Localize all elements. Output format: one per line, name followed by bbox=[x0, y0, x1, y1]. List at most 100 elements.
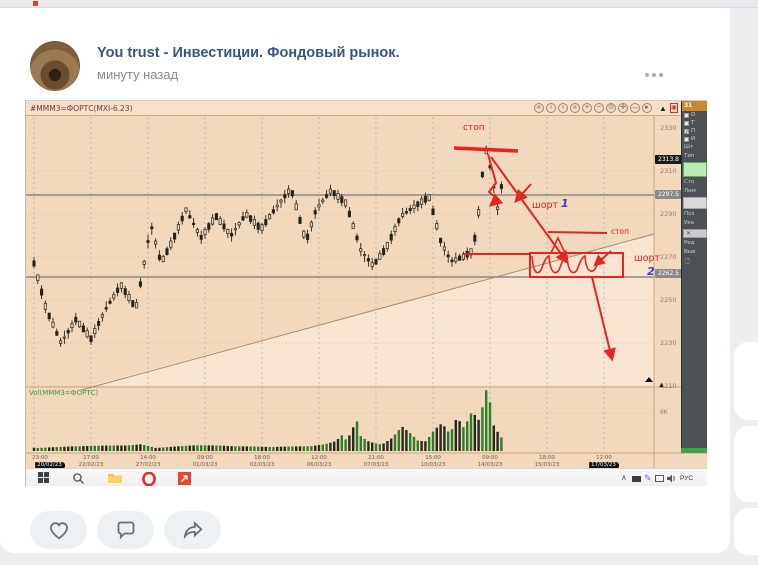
post-image[interactable]: #МММ3=ФОРТС(MXI-6.23) « ‹ › » + − ⊙ ✛ ↔ … bbox=[25, 100, 707, 486]
panel-row-label: И bbox=[691, 136, 696, 142]
panel-label: Поз bbox=[684, 211, 695, 217]
time-tick: 09:00 bbox=[482, 455, 498, 461]
panel-label: Тип bbox=[684, 153, 695, 159]
annotation-number-2: 2 bbox=[647, 265, 655, 278]
quik-icon bbox=[178, 472, 191, 485]
last-price-badge: 2313.8 bbox=[655, 155, 682, 164]
horizontal-gridlines bbox=[26, 127, 654, 414]
time-tick: 12:00 bbox=[596, 455, 612, 461]
level-price-badge: 2297.5 bbox=[655, 190, 682, 199]
axis-arrow-icon: ▲ bbox=[658, 382, 665, 389]
scroll-arrow-icon bbox=[645, 377, 653, 382]
fast-forward-icon: » bbox=[570, 103, 580, 113]
panel-row-label: О bbox=[691, 112, 696, 118]
panel-row-label: П bbox=[691, 128, 696, 134]
panel-label: Ука bbox=[684, 220, 695, 226]
price-tick: 2310 bbox=[660, 167, 677, 175]
trade-panel-header: 31 bbox=[682, 101, 707, 111]
close-position-button: ✕ bbox=[683, 229, 707, 238]
volume-pane-label: Vol(МММ3=ФОРТС) bbox=[29, 389, 99, 397]
date-tick: 14/03/23 bbox=[477, 462, 503, 468]
tray-chevron-icon: ∧ bbox=[621, 473, 627, 482]
trade-panel: 31 О Т ✓ П И Шт Тип Сто Лим Поз Ука ✕ Ред… bbox=[681, 101, 707, 448]
time-tick: 17:00 bbox=[83, 455, 99, 461]
red-marker-icon bbox=[33, 1, 38, 6]
time-tick: 15:00 bbox=[425, 455, 441, 461]
zoom-in-icon: + bbox=[582, 103, 592, 113]
annotation-short-1: шорт bbox=[532, 200, 559, 211]
time-tick: 14:00 bbox=[140, 455, 156, 461]
price-tick: 2230 bbox=[660, 339, 677, 347]
alert-icon: ▣ bbox=[670, 103, 678, 113]
right-column-card bbox=[734, 342, 758, 420]
play-icon: ▸ bbox=[642, 103, 652, 113]
date-tick: 22/02/23 bbox=[78, 462, 104, 468]
annotation-stop-top: стоп bbox=[463, 123, 485, 133]
comment-button[interactable] bbox=[97, 511, 154, 549]
pan-icon: ✛ bbox=[618, 103, 628, 113]
panel-row-label: Т bbox=[691, 120, 695, 126]
windows-taskbar: ∧ ✎ РУС bbox=[26, 468, 707, 486]
checkbox-checked-icon: ✓ bbox=[684, 128, 690, 135]
date-tick: 27/02/23 bbox=[135, 462, 161, 468]
red-annotations bbox=[453, 146, 624, 362]
date-badge-start: 20/02/23 bbox=[35, 462, 65, 469]
speaker-icon bbox=[667, 474, 675, 483]
price-tick: 2330 bbox=[660, 124, 677, 132]
annotation-number-1: 1 bbox=[561, 197, 569, 210]
pane-separators bbox=[26, 116, 707, 468]
date-tick: 07/03/23 bbox=[363, 462, 389, 468]
like-button[interactable] bbox=[30, 511, 87, 549]
document-icon: 🗋 bbox=[685, 258, 690, 265]
avatar[interactable] bbox=[30, 41, 80, 91]
panel-label: Сто bbox=[684, 179, 695, 185]
checkbox-icon bbox=[684, 112, 689, 118]
pin-icon: ▲ bbox=[659, 104, 667, 113]
time-tick: 18:00 bbox=[539, 455, 555, 461]
vertical-gridlines bbox=[33, 117, 605, 453]
date-badge-end: 17/03/23 bbox=[589, 462, 619, 469]
zoom-out-icon: − bbox=[594, 103, 604, 113]
post-timestamp: минуту назад bbox=[97, 67, 179, 82]
buy-button bbox=[683, 162, 707, 177]
browser-top-strip bbox=[0, 0, 758, 8]
price-tick: 2270 bbox=[660, 253, 677, 261]
tray-device-icon bbox=[632, 476, 641, 482]
chart-caption-bar bbox=[26, 101, 681, 116]
file-explorer-icon bbox=[108, 474, 122, 483]
level-price-badge: 2262.5 bbox=[655, 269, 682, 278]
panel-label: Лим bbox=[684, 188, 696, 194]
panel-label: Ред bbox=[684, 240, 695, 246]
time-tick: 09:00 bbox=[197, 455, 213, 461]
time-tick: 23:00 bbox=[32, 455, 48, 461]
date-tick: 01/03/23 bbox=[192, 462, 218, 468]
date-tick: 10/03/23 bbox=[420, 462, 446, 468]
checkbox-icon bbox=[684, 120, 689, 126]
rewind-icon: « bbox=[534, 103, 544, 113]
heart-icon bbox=[49, 522, 68, 540]
checkbox-icon bbox=[684, 136, 689, 142]
price-tick: 2250 bbox=[660, 296, 677, 304]
fit-width-icon: ↔ bbox=[630, 103, 640, 113]
share-button[interactable] bbox=[164, 511, 221, 549]
volume-scale-tick: 8K bbox=[660, 409, 668, 416]
time-tick: 12:00 bbox=[311, 455, 327, 461]
price-tick: 2210 bbox=[660, 382, 677, 390]
post-author-link[interactable]: You trust - Инвестиции. Фондовый рынок. bbox=[97, 45, 400, 61]
chart-title: #МММ3=ФОРТС(MXI-6.23) bbox=[30, 104, 133, 113]
share-icon bbox=[183, 521, 203, 540]
price-tick: 2290 bbox=[660, 210, 677, 218]
display-icon bbox=[655, 475, 664, 482]
date-tick: 02/03/23 bbox=[249, 462, 275, 468]
panel-progress-bar bbox=[681, 448, 707, 453]
annotation-stop-mid: стоп bbox=[611, 227, 629, 236]
search-icon bbox=[73, 473, 84, 484]
chart-canvas bbox=[26, 116, 707, 468]
magnifier-icon: ⊙ bbox=[606, 103, 616, 113]
pencil-icon: ✎ bbox=[644, 473, 652, 483]
post-card: You trust - Инвестиции. Фондовый рынок. … bbox=[0, 8, 730, 553]
candlesticks bbox=[32, 145, 503, 347]
post-menu-button[interactable] bbox=[645, 64, 671, 77]
time-tick: 18:00 bbox=[254, 455, 270, 461]
